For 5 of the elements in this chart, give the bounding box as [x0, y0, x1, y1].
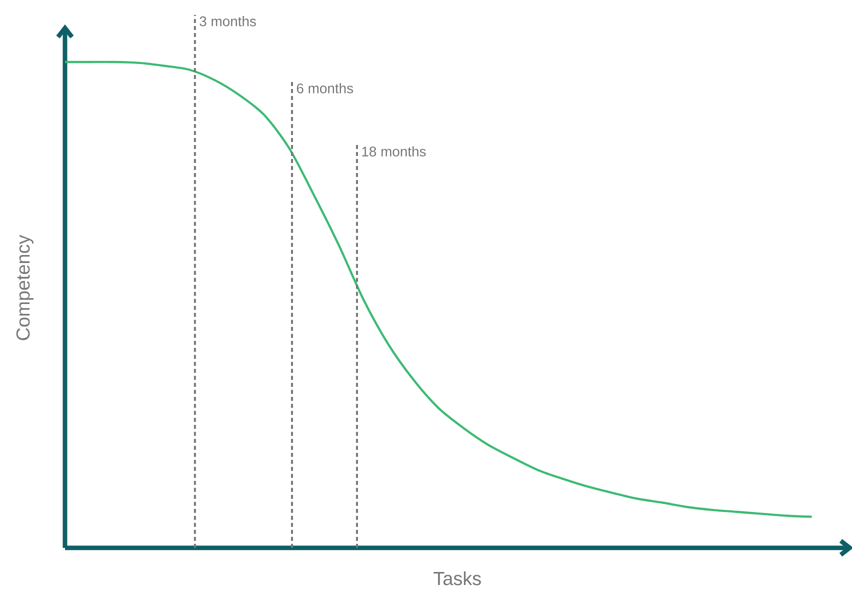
annotation: 6 months — [296, 83, 354, 94]
y-axis-title: Competency — [16, 234, 34, 340]
text: 3 months — [200, 16, 256, 26]
annotation: 18 months — [362, 146, 426, 157]
x-axis-title: Tasks — [434, 571, 481, 586]
